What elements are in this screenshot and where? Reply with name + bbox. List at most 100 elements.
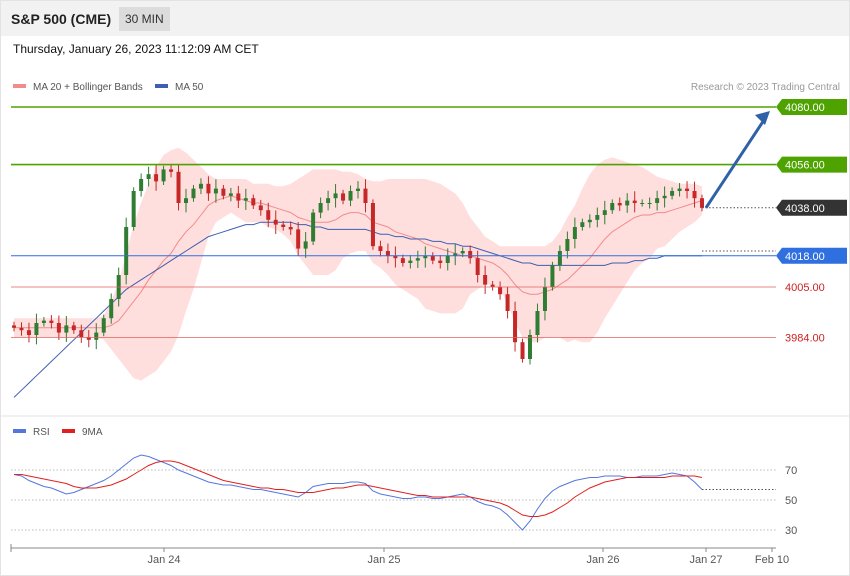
timeframe-badge[interactable]: 30 MIN [119, 7, 170, 31]
forecast-arrow [704, 116, 768, 209]
candle-body [101, 318, 106, 333]
candle-body [236, 193, 241, 201]
candle-body [146, 174, 151, 179]
candle-body [408, 260, 413, 263]
candle-body [625, 200, 630, 206]
candle-body [273, 219, 278, 225]
timestamp: Thursday, January 26, 2023 11:12:09 AM C… [13, 42, 259, 56]
candle-body [655, 198, 660, 203]
rsi-tick-label: 70 [785, 465, 797, 477]
candle-body [483, 275, 488, 285]
rsi-legend-swatch [13, 429, 26, 433]
credit-text: Research © 2023 Trading Central [691, 82, 840, 93]
x-tick-label: Feb 10 [755, 554, 789, 566]
level-label: 4018.00 [785, 251, 825, 263]
candle-body [378, 246, 383, 251]
candle-body [662, 195, 667, 199]
ma50-legend-label: MA 50 [175, 82, 204, 93]
candle-body [318, 203, 323, 213]
candle-body [19, 327, 24, 331]
ma20-line [14, 195, 703, 329]
candle-body [49, 320, 54, 323]
candle-body [341, 193, 346, 201]
candle-body [423, 255, 428, 259]
candle-body [79, 330, 84, 338]
candle-body [124, 227, 129, 275]
candle-body [400, 258, 405, 263]
candle-body [191, 188, 196, 199]
rsi-legend-label: RSI [33, 427, 50, 438]
candle-body [221, 188, 226, 196]
candle-body [565, 239, 570, 251]
candle-body [34, 323, 39, 335]
candle-body [161, 169, 166, 182]
candle-body [640, 203, 645, 204]
rsi-tick-label: 30 [785, 525, 797, 537]
candle-body [348, 191, 353, 201]
x-tick-label: Jan 26 [586, 554, 619, 566]
candle-body [587, 219, 592, 223]
ma20-legend-swatch [13, 84, 26, 88]
candle-body [632, 200, 637, 203]
candle-body [213, 188, 218, 194]
candle-body [438, 260, 443, 263]
candle-body [198, 183, 203, 189]
candle-body [41, 320, 46, 323]
candle-body [460, 251, 465, 254]
candle-body [154, 174, 159, 182]
candle-body [528, 335, 532, 359]
level-label: 4080.00 [785, 102, 825, 114]
candle-body [535, 311, 540, 335]
level-label: 4005.00 [785, 282, 825, 294]
candle-body [86, 337, 91, 340]
candle-body [333, 193, 338, 199]
candle-body [206, 183, 211, 194]
candle-body [131, 191, 136, 227]
ma9-legend-swatch [62, 429, 75, 433]
ma50-legend-swatch [155, 84, 168, 88]
candle-body [288, 227, 293, 230]
candle-body [475, 258, 480, 275]
x-tick-label: Jan 24 [147, 554, 180, 566]
candle-body [670, 191, 675, 196]
level-tag [776, 156, 847, 173]
candle-body [184, 198, 188, 203]
candle-body [385, 251, 390, 256]
candle-body [685, 188, 690, 191]
rsi-ma9-line [14, 460, 703, 517]
candle-body [595, 215, 600, 220]
candle-body [139, 179, 144, 191]
candle-body [453, 253, 458, 256]
candle-body [520, 342, 525, 359]
candle-body [326, 198, 331, 203]
candle-body [56, 323, 61, 333]
ma9-legend-label: 9MA [82, 427, 103, 438]
candle-body [692, 191, 697, 199]
candle-body [557, 251, 562, 266]
candle-body [468, 251, 473, 259]
rsi-line [13, 454, 703, 531]
candle-body [356, 188, 360, 191]
candle-body [94, 332, 99, 340]
candle-body [602, 210, 607, 215]
candle-body [498, 287, 503, 295]
level-label: 4056.00 [785, 160, 825, 172]
level-label: 4038.00 [785, 203, 825, 215]
candle-body [370, 203, 375, 247]
level-tag [776, 247, 847, 264]
x-tick-label: Jan 25 [367, 554, 400, 566]
candle-body [176, 171, 181, 203]
instrument-title: S&P 500 (CME) [11, 11, 112, 27]
candle-body [445, 255, 450, 263]
candle-body [26, 330, 31, 335]
candle-body [572, 227, 577, 239]
candle-body [415, 258, 420, 261]
candle-body [311, 212, 316, 242]
candle-body [580, 222, 585, 227]
candle-body [490, 284, 495, 287]
x-tick-label: Jan 27 [689, 554, 722, 566]
candle-body [677, 188, 682, 191]
candle-body [12, 325, 16, 328]
candle-body [258, 205, 263, 211]
